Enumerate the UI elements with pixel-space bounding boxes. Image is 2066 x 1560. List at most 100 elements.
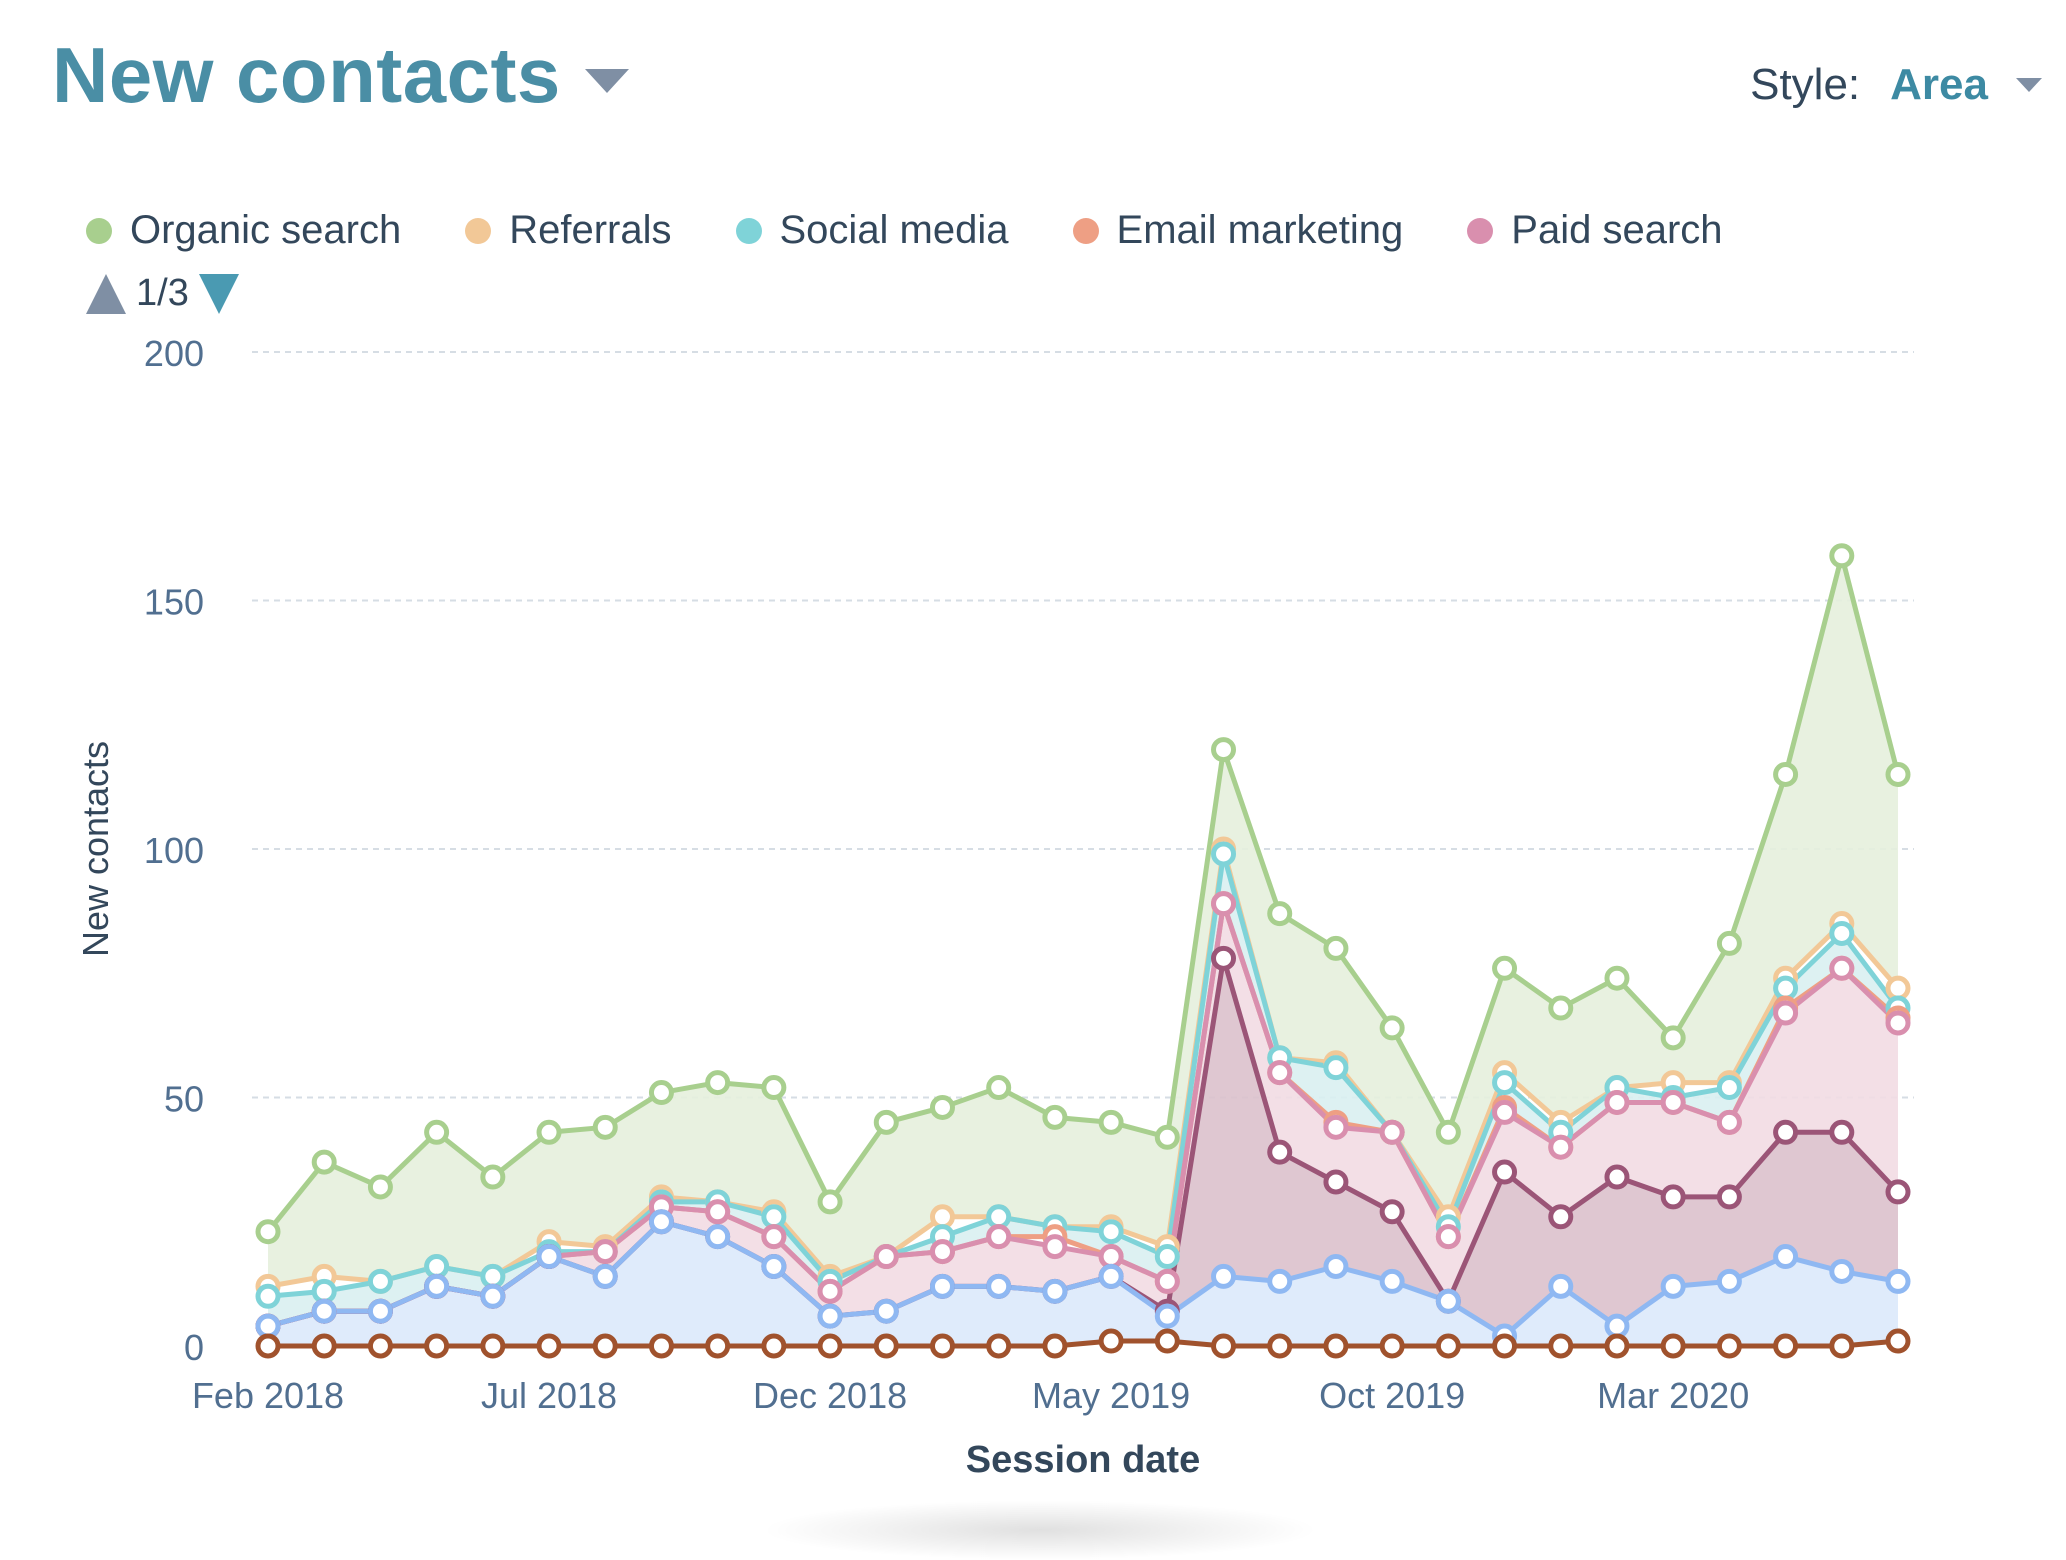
- data-point: [1042, 1333, 1068, 1359]
- x-tick-label: Mar 2020: [1597, 1375, 1749, 1416]
- scroll-shadow: [760, 1500, 1320, 1560]
- data-point: [1885, 761, 1911, 787]
- legend-item-organic-search[interactable]: Organic search: [86, 208, 401, 253]
- x-tick-label: Oct 2019: [1319, 1375, 1465, 1416]
- data-point: [1435, 1288, 1461, 1314]
- x-tick-label: Jul 2018: [481, 1375, 617, 1416]
- data-point: [1154, 1124, 1180, 1150]
- data-point: [873, 1333, 899, 1359]
- data-point: [1267, 1139, 1293, 1165]
- data-point: [1604, 1089, 1630, 1115]
- data-point: [1211, 1333, 1237, 1359]
- data-point: [1773, 1244, 1799, 1270]
- data-point: [424, 1253, 450, 1279]
- data-point: [1716, 930, 1742, 956]
- x-tick-label: Feb 2018: [192, 1375, 344, 1416]
- legend-item-paid-search[interactable]: Paid search: [1467, 208, 1723, 253]
- data-point: [1211, 737, 1237, 763]
- data-point: [1435, 1224, 1461, 1250]
- y-axis-title: New contacts: [75, 741, 116, 957]
- data-point: [255, 1219, 281, 1245]
- data-point: [705, 1333, 731, 1359]
- data-point: [1211, 891, 1237, 917]
- data-point: [1829, 920, 1855, 946]
- data-point: [367, 1268, 393, 1294]
- report-title-dropdown[interactable]: New contacts: [52, 30, 629, 121]
- data-point: [1154, 1244, 1180, 1270]
- data-point: [1660, 1333, 1686, 1359]
- data-point: [1379, 1119, 1405, 1145]
- data-point: [1154, 1328, 1180, 1354]
- data-point: [1267, 1268, 1293, 1294]
- data-point: [1829, 1258, 1855, 1284]
- data-point: [1379, 1199, 1405, 1225]
- data-point: [705, 1070, 731, 1096]
- data-point: [367, 1333, 393, 1359]
- legend-swatch: [735, 217, 762, 244]
- legend-swatch: [86, 217, 112, 244]
- data-point: [592, 1263, 618, 1289]
- y-tick-label: 100: [144, 830, 204, 871]
- data-point: [873, 1109, 899, 1135]
- data-point: [986, 1333, 1012, 1359]
- legend-item-email-marketing[interactable]: Email marketing: [1072, 208, 1403, 253]
- data-point: [817, 1189, 843, 1215]
- data-point: [1773, 761, 1799, 787]
- data-point: [1885, 1010, 1911, 1036]
- data-point: [424, 1273, 450, 1299]
- data-point: [1492, 1070, 1518, 1096]
- data-point: [1379, 1333, 1405, 1359]
- data-point: [1211, 945, 1237, 971]
- x-tick-label: May 2019: [1032, 1375, 1190, 1416]
- data-point: [1154, 1268, 1180, 1294]
- data-point: [1548, 1134, 1574, 1160]
- data-point: [761, 1204, 787, 1230]
- data-point: [592, 1239, 618, 1265]
- data-point: [311, 1298, 337, 1324]
- pager-down-icon[interactable]: [198, 273, 239, 314]
- data-point: [1660, 1184, 1686, 1210]
- data-point: [1773, 975, 1799, 1001]
- data-point: [1604, 1313, 1630, 1339]
- data-point: [480, 1283, 506, 1309]
- data-point: [1267, 1333, 1293, 1359]
- style-selector[interactable]: Style: Area: [1750, 60, 2042, 110]
- data-point: [536, 1244, 562, 1270]
- data-point: [929, 1239, 955, 1265]
- data-point: [536, 1333, 562, 1359]
- data-point: [817, 1303, 843, 1329]
- data-point: [1323, 935, 1349, 961]
- data-point: [1098, 1109, 1124, 1135]
- data-point: [1716, 1109, 1742, 1135]
- series-area: [268, 958, 1898, 1337]
- data-point: [986, 1204, 1012, 1230]
- data-point: [536, 1119, 562, 1145]
- data-point: [1773, 1333, 1799, 1359]
- data-point: [1660, 1089, 1686, 1115]
- data-point: [761, 1333, 787, 1359]
- data-point: [592, 1114, 618, 1140]
- data-point: [1548, 1273, 1574, 1299]
- chevron-down-icon: [2016, 78, 2042, 92]
- data-point: [480, 1263, 506, 1289]
- data-point: [1829, 1119, 1855, 1145]
- data-point: [1604, 965, 1630, 991]
- legend-swatch: [465, 217, 492, 244]
- data-point: [1042, 1234, 1068, 1260]
- series-area: [268, 903, 1898, 1327]
- legend-item-referrals[interactable]: Referrals: [465, 208, 672, 253]
- data-point: [1098, 1328, 1124, 1354]
- data-point: [817, 1278, 843, 1304]
- pager-text: 1/3: [136, 272, 189, 314]
- data-point: [1435, 1333, 1461, 1359]
- pager-up-icon[interactable]: [86, 273, 126, 314]
- legend-item-social-media[interactable]: Social media: [735, 208, 1009, 253]
- data-point: [1604, 1164, 1630, 1190]
- data-point: [1098, 1244, 1124, 1270]
- legend-label: Social media: [779, 208, 1009, 252]
- data-point: [705, 1224, 731, 1250]
- data-point: [986, 1075, 1012, 1101]
- x-axis-title: Session date: [966, 1439, 1200, 1481]
- data-point: [1492, 1333, 1518, 1359]
- y-tick-label: 50: [164, 1079, 204, 1120]
